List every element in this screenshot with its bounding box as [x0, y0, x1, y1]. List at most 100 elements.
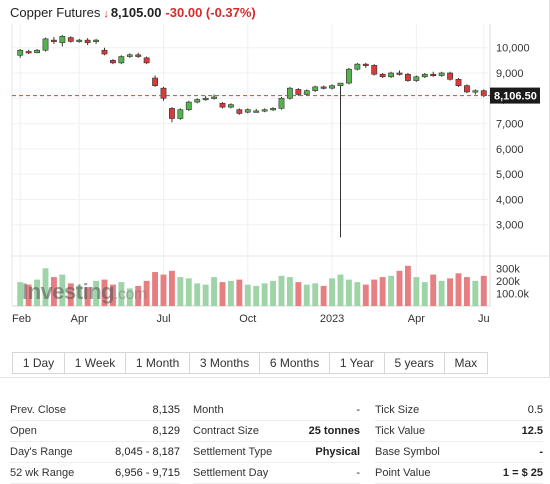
candle-body — [160, 87, 167, 99]
volume-bar — [303, 284, 310, 306]
volume-bar — [463, 277, 470, 306]
timeframe-button-5-years[interactable]: 5 years — [385, 353, 445, 373]
stats-value: 25 tonnes — [308, 425, 360, 437]
timeframe-button-1-year[interactable]: 1 Year — [330, 353, 385, 373]
volume-bar — [211, 277, 218, 306]
timeframe-button-3-months[interactable]: 3 Months — [190, 353, 261, 373]
candle-body — [202, 97, 209, 101]
stats-value: - — [539, 446, 543, 458]
volume-bar — [34, 279, 41, 306]
stats-value: Physical — [315, 446, 360, 458]
stats-value: - — [356, 404, 360, 416]
volume-bar — [76, 285, 83, 306]
candle-body — [472, 90, 479, 93]
stats-row: Contract Size 25 tonnes — [193, 421, 360, 442]
down-arrow-icon: ↓ — [103, 8, 109, 20]
candle-body — [396, 72, 403, 75]
price-chart[interactable]: 10,0009,0008,0007,0006,0005,0004,0003,00… — [0, 0, 550, 340]
timeframe-selector: 1 Day 1 Week 1 Month 3 Months 6 Months 1 Year… — [12, 352, 488, 374]
candle-body — [211, 96, 217, 99]
timeframe-button-1-month[interactable]: 1 Month — [126, 353, 191, 373]
candle-body — [388, 72, 394, 78]
candle-body — [421, 73, 428, 78]
candle-body — [135, 54, 142, 57]
candle-body — [93, 39, 99, 42]
candle-body — [143, 57, 150, 64]
volume-bar — [25, 284, 32, 306]
timeframe-button-max[interactable]: Max — [454, 356, 478, 370]
candle-body — [101, 49, 108, 55]
x-tick-label: Apr — [71, 313, 88, 325]
candle-body — [447, 72, 453, 80]
volume-bar — [379, 277, 386, 306]
stats-value: 8,129 — [152, 425, 180, 437]
candle-body — [177, 109, 184, 119]
candle-body — [480, 90, 487, 97]
stats-column-tick: Tick Size 0.5 Tick Value 12.5 Base Symbol - Po… — [375, 400, 543, 484]
volume-bar — [194, 283, 201, 306]
stats-label: Month — [193, 404, 224, 416]
volume-bar — [438, 280, 445, 306]
candle-body — [51, 39, 57, 42]
candle-body — [236, 109, 243, 114]
volume-bar — [362, 284, 369, 306]
volume-bar — [447, 278, 454, 306]
y-tick-label: 6,000 — [496, 144, 524, 156]
volume-bar — [244, 284, 251, 306]
investing-logo: Investing.com — [22, 279, 147, 304]
stats-label: Tick Size — [375, 404, 420, 416]
candle-body — [59, 36, 66, 43]
stats-column-price: Prev. Close 8,135 Open 8,129 Day's Range 8,04… — [10, 400, 180, 484]
stats-label: 52 wk Range — [10, 467, 75, 479]
volume-bar — [185, 278, 192, 306]
volume-bar — [261, 283, 268, 306]
instrument-name: Copper Futures — [10, 5, 101, 20]
candle-body — [278, 97, 285, 109]
volume-bar — [59, 274, 66, 306]
candle-body — [337, 82, 344, 86]
y-tick-label: 5,000 — [496, 169, 524, 181]
stats-row: Settlement Type Physical — [193, 442, 360, 463]
volume-bar — [168, 270, 175, 306]
volume-bar — [152, 272, 159, 306]
stats-value: 1 = $ 25 — [502, 467, 543, 479]
candle-body — [194, 99, 201, 103]
candle-body — [329, 85, 335, 89]
chart-card: Copper Futures ↓ 8,105.00 -30.00 (-0.37%) 1… — [0, 0, 550, 378]
y-tick-label: 7,000 — [496, 119, 524, 131]
candle-body — [84, 39, 91, 43]
candle-body — [76, 39, 83, 42]
stats-value: 6,956 - 9,715 — [115, 467, 180, 479]
candle-body — [126, 54, 133, 57]
candle-body — [253, 110, 260, 113]
candle-body — [413, 76, 420, 81]
volume-bar — [480, 275, 487, 306]
stats-value: 8,045 - 8,187 — [115, 446, 180, 458]
y-tick-label: 3,000 — [496, 220, 524, 232]
timeframe-button-1-day[interactable]: 1 Day — [13, 353, 65, 373]
volume-bar — [118, 282, 125, 306]
timeframe-button-1-week[interactable]: 1 Week — [65, 353, 127, 373]
volume-bar — [101, 279, 108, 306]
stats-row: Open 8,129 — [10, 421, 180, 442]
volume-bar — [278, 275, 285, 306]
candle-body — [464, 85, 470, 93]
volume-bar — [396, 270, 403, 306]
y-tick-label: 10,000 — [496, 43, 530, 55]
volume-bar — [219, 282, 226, 306]
price-change: -30.00 (-0.37%) — [165, 5, 256, 20]
candle-body — [312, 86, 319, 91]
candle-body — [185, 101, 192, 110]
volume-bar — [371, 279, 378, 306]
x-tick-label: Apr — [408, 313, 425, 325]
volume-bar — [320, 285, 327, 306]
volume-bar — [109, 284, 116, 306]
candle-body — [17, 49, 24, 56]
candle-body — [42, 38, 49, 51]
candle-body — [295, 89, 302, 95]
volume-bar — [177, 277, 184, 306]
volume-bar — [17, 282, 24, 306]
candle-body — [244, 109, 251, 113]
volume-tick-label: 200k — [496, 276, 520, 288]
timeframe-button-6-months[interactable]: 6 Months — [260, 353, 331, 373]
